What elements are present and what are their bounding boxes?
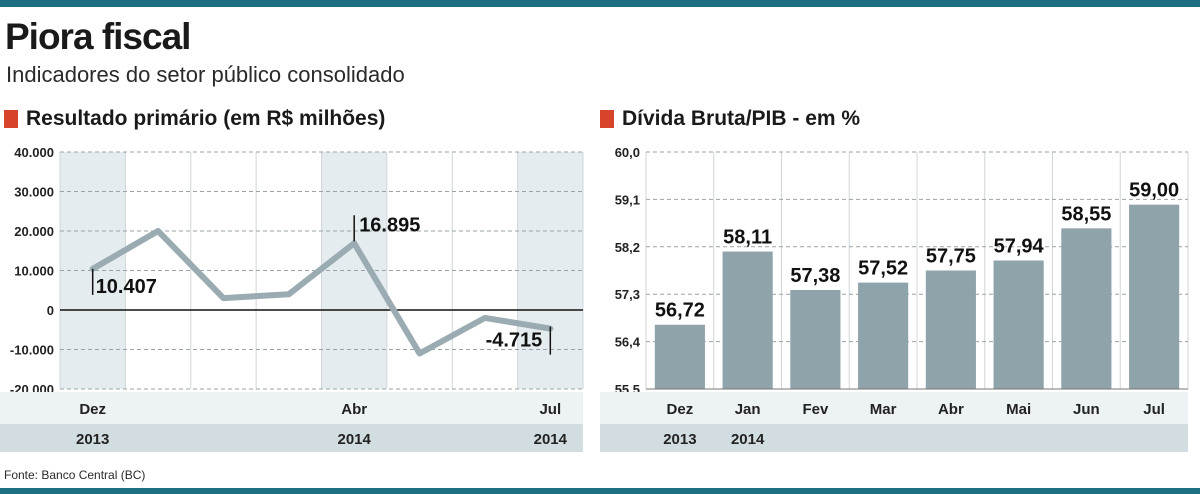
- bar-ytick-label: 57,3: [615, 287, 640, 302]
- bar-data-label: 56,72: [655, 300, 705, 322]
- line-point: [483, 316, 486, 319]
- line-chart-title: Resultado primário (em R$ milhões): [4, 107, 385, 131]
- debt-bar: [858, 282, 909, 389]
- bar-xtick-label: Mar: [870, 401, 897, 418]
- bar-data-label: 58,11: [723, 227, 772, 249]
- debt-bar: [790, 289, 841, 389]
- primary-result-line: [89, 228, 554, 357]
- bar-chart-marker: [600, 110, 614, 128]
- debt-bar: [925, 270, 976, 389]
- line-ytick-label: 0: [47, 303, 54, 318]
- line-ytick-label: -10.000: [10, 343, 54, 358]
- bar-data-label: 59,00: [1129, 180, 1179, 202]
- bar-data-label: 57,75: [926, 246, 976, 268]
- bar-xtick-label: Dez: [667, 401, 694, 418]
- bar-xtick-label: Fev: [802, 401, 829, 418]
- page-title: Piora fiscal: [5, 16, 191, 57]
- line-xtick-label: Abr: [341, 401, 367, 418]
- bottom-rule: [0, 488, 1200, 494]
- page-subtitle: Indicadores do setor público consolidado: [6, 62, 405, 87]
- line-year-label: 2014: [338, 431, 372, 448]
- line-point: [157, 230, 160, 232]
- debt-bar: [1061, 228, 1112, 389]
- bar-year-label: 2013: [663, 431, 696, 448]
- line-data-label: 16.895: [359, 214, 420, 236]
- line-ytick-label: 10.000: [14, 264, 54, 279]
- line-ytick-label: 30.000: [14, 185, 54, 200]
- line-point: [353, 242, 356, 245]
- line-chart-marker: [4, 110, 18, 128]
- line-year-label: 2013: [76, 431, 109, 448]
- bar-ytick-label: 58,2: [615, 240, 640, 255]
- top-rule: [0, 0, 1200, 7]
- line-point: [222, 297, 225, 300]
- debt-bar: [993, 260, 1044, 389]
- bar-year-band: [600, 424, 1188, 452]
- line-year-band: [0, 424, 583, 452]
- source-note: Fonte: Banco Central (BC): [4, 468, 146, 482]
- line-xtick-label: Dez: [79, 401, 106, 418]
- line-year-label: 2014: [534, 431, 568, 448]
- line-ytick-label: 20.000: [14, 224, 54, 239]
- debt-bar: [1129, 204, 1180, 389]
- line-point: [418, 352, 421, 355]
- bar-xtick-label: Mai: [1006, 401, 1031, 418]
- bar-chart-title-text: Dívida Bruta/PIB - em %: [622, 107, 861, 130]
- line-data-label: -4.715: [486, 330, 543, 352]
- bar-data-label: 57,52: [858, 258, 908, 280]
- debt-bar: [722, 251, 773, 389]
- bar-data-label: 57,94: [994, 235, 1045, 257]
- line-chart-title-text: Resultado primário (em R$ milhões): [26, 107, 386, 130]
- line-xtick-label: Jul: [539, 401, 561, 418]
- line-xaxis-band: [0, 392, 583, 424]
- line-ytick-label: 40.000: [14, 145, 54, 160]
- bar-xtick-label: Jan: [735, 401, 761, 418]
- bar-xtick-label: Abr: [938, 401, 964, 418]
- bar-xtick-label: Jun: [1073, 401, 1100, 418]
- bar-data-label: 58,55: [1061, 203, 1111, 225]
- bar-ytick-label: 56,4: [615, 335, 641, 350]
- line-data-label: 10.407: [96, 276, 157, 298]
- bar-xtick-label: Jul: [1143, 401, 1165, 418]
- debt-bar: [654, 324, 705, 389]
- bar-year-label: 2014: [731, 431, 765, 448]
- bar-ytick-label: 59,1: [615, 192, 640, 207]
- bar-ytick-label: 60,0: [615, 145, 640, 160]
- bar-chart-title: Dívida Bruta/PIB - em %: [600, 107, 860, 131]
- bar-data-label: 57,38: [790, 265, 840, 287]
- line-point: [287, 293, 290, 296]
- bar-xaxis-band: [600, 392, 1188, 424]
